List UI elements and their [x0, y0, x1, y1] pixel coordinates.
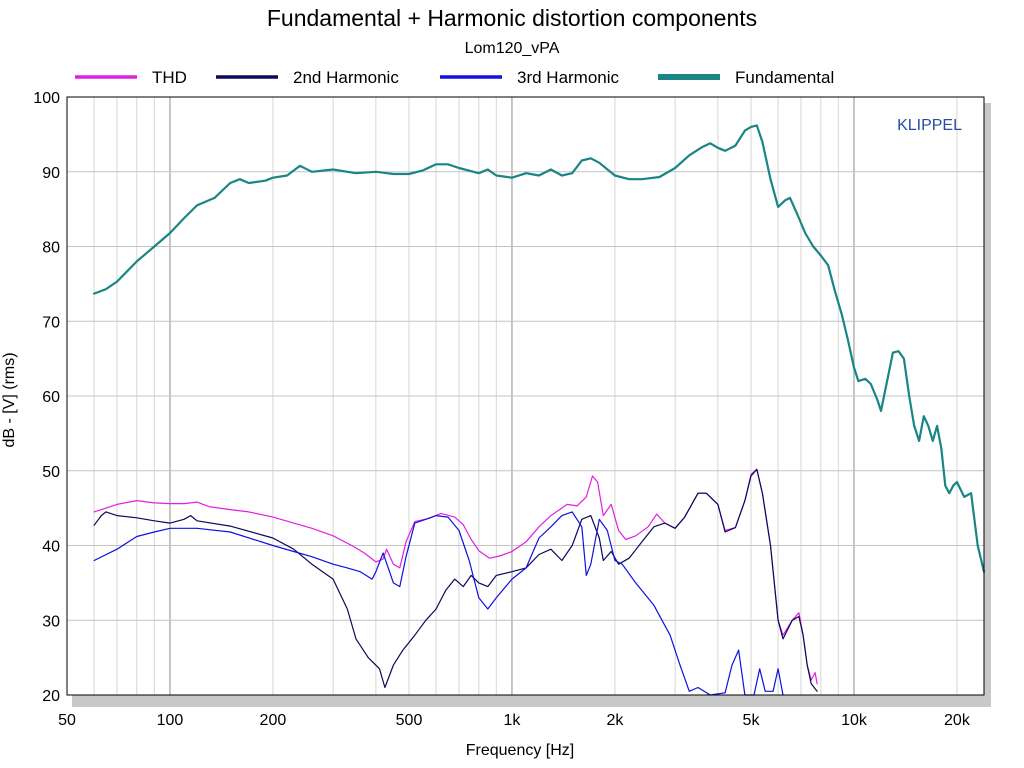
x-tick-label: 500 — [396, 712, 423, 729]
y-tick-label: 40 — [42, 539, 60, 556]
y-tick-label: 20 — [42, 688, 60, 705]
series-line-fundamental — [93, 124, 986, 573]
y-tick-label: 80 — [42, 240, 60, 257]
x-axis-label: Frequency [Hz] — [466, 742, 574, 759]
y-tick-label: 50 — [42, 464, 60, 481]
y-axis-label: dB - [V] (rms) — [1, 352, 18, 447]
y-axis-ticks: 20 30 40 50 60 70 80 90 100 — [33, 90, 60, 705]
legend: THD 2nd Harmonic 3rd Harmonic Fundamental — [75, 68, 834, 87]
x-axis-ticks: 50 100 200 500 1k 2k 5k 10k 20k — [58, 712, 971, 729]
legend-label: 2nd Harmonic — [293, 68, 399, 87]
x-tick-label: 1k — [504, 712, 522, 729]
y-tick-label: 60 — [42, 389, 60, 406]
plot-border — [66, 96, 985, 696]
y-tick-label: 100 — [33, 90, 60, 107]
x-tick-label: 200 — [260, 712, 287, 729]
x-tick-label: 50 — [58, 712, 76, 729]
grid — [67, 96, 984, 696]
series-layer — [93, 124, 986, 696]
x-tick-label: 2k — [606, 712, 624, 729]
legend-label: Fundamental — [735, 68, 834, 87]
chart-title: Fundamental + Harmonic distortion compon… — [267, 5, 757, 31]
x-tick-label: 10k — [841, 712, 868, 729]
legend-label: 3rd Harmonic — [517, 68, 620, 87]
legend-label: THD — [152, 68, 187, 87]
klippel-watermark: KLIPPEL — [897, 117, 962, 134]
x-tick-label: 5k — [743, 712, 761, 729]
y-tick-label: 70 — [42, 314, 60, 331]
series-line-3rd-harmonic — [93, 511, 784, 696]
y-tick-label: 90 — [42, 165, 60, 182]
chart-subtitle: Lom120_vPA — [465, 40, 560, 57]
series-line-2nd-harmonic — [93, 468, 818, 692]
x-tick-label: 20k — [944, 712, 971, 729]
x-tick-label: 100 — [157, 712, 184, 729]
y-tick-label: 30 — [42, 613, 60, 630]
